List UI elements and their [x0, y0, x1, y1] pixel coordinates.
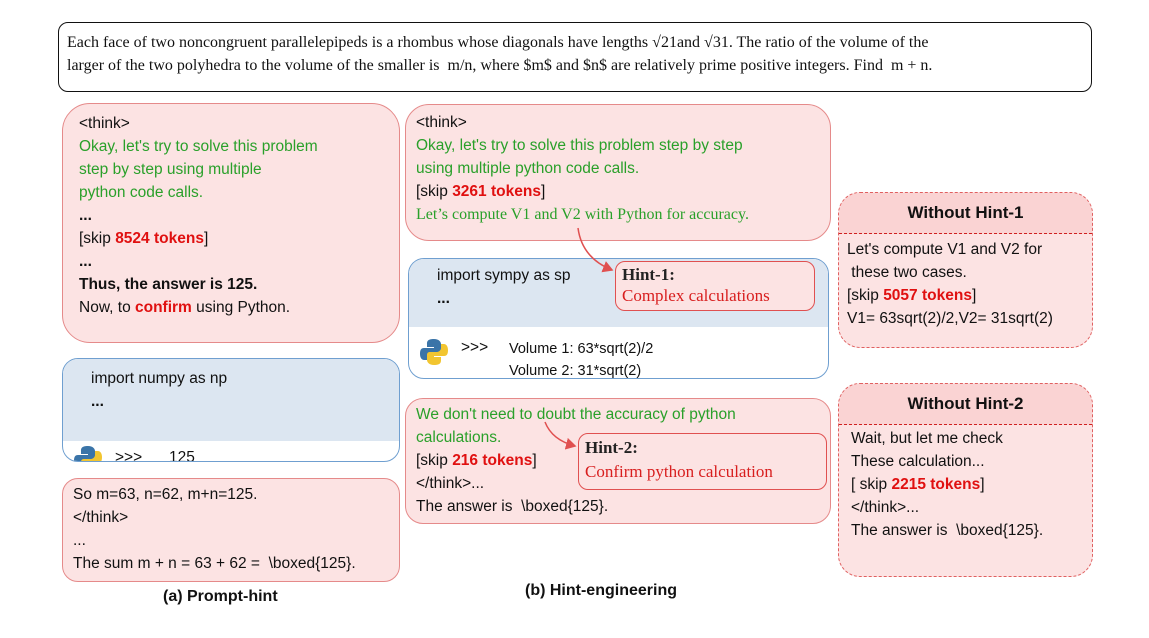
output: 125 — [169, 449, 195, 462]
result-line: So m=63, n=62, m+n=125. — [73, 486, 258, 503]
green-line: python code calls. — [79, 184, 204, 201]
problem-line: Each face of two noncongruent parallelep… — [67, 34, 929, 51]
skip-text: [ skip — [851, 476, 892, 493]
result-line: ... — [73, 532, 86, 549]
code-area: import numpy as np ... — [63, 359, 399, 441]
text-line: these two cases. — [847, 264, 967, 281]
without-hint-box: Without Hint-2 Wait, but let me check Th… — [838, 383, 1093, 577]
result-box: So m=63, n=62, m+n=125. </think> ... The… — [62, 478, 400, 582]
text-line: V1= 63sqrt(2)/2,V2= 31sqrt(2) — [847, 310, 1053, 327]
hint-text: Confirm python calculation — [585, 462, 773, 481]
ellipsis: ... — [79, 207, 92, 224]
skip-line: [skip 5057 tokens] — [847, 284, 1084, 307]
without-hint-box: Without Hint-1 Let's compute V1 and V2 f… — [838, 192, 1093, 348]
box-title: Without Hint-2 — [839, 384, 1092, 425]
layout — [420, 339, 441, 360]
box-title: Without Hint-1 — [839, 193, 1092, 234]
output-area: >>> 125 — [63, 441, 399, 462]
skip-line: [skip 8524 tokens] — [79, 227, 383, 250]
code-line: import numpy as np — [91, 370, 228, 387]
output-area: >>> Volume 1: 63*sqrt(2)/2 Volume 2: 31*… — [409, 327, 828, 379]
confirm-line: Now, to confirm using Python. — [79, 296, 383, 319]
skip-text: ] — [971, 287, 977, 304]
hint-box: Hint-2: Confirm python calculation — [578, 433, 827, 490]
think-tag: <think> — [416, 114, 467, 131]
text-line: Let's compute V1 and V2 for — [847, 241, 1043, 258]
prompt: >>> — [461, 339, 489, 356]
output: Volume 2: 31*sqrt(2) — [509, 363, 642, 379]
result-line: </think> — [73, 509, 129, 526]
text-line: The answer is \boxed{125}. — [851, 522, 1044, 539]
skip-tokens: 216 tokens — [452, 452, 533, 469]
layout — [427, 344, 448, 365]
code-box: import numpy as np ... >>> 125 — [62, 358, 400, 462]
think-tag: <think> — [79, 115, 130, 132]
layout — [81, 451, 102, 461]
green-line: Okay, let's try to solve this problem — [79, 138, 318, 155]
confirm-word: confirm — [135, 299, 192, 316]
hint-label: Hint-1: — [622, 265, 675, 284]
skip-text: [skip — [416, 452, 453, 469]
skip-line: [skip 216 tokens] — [416, 449, 820, 472]
skip-text: [skip — [416, 183, 453, 200]
skip-text: ] — [980, 476, 985, 493]
skip-text: [skip — [79, 230, 116, 247]
caption: (b) Hint-engineering — [525, 582, 677, 599]
code-line: import sympy as sp — [437, 267, 571, 284]
text: Now, to — [79, 299, 135, 316]
hint-text: Complex calculations — [622, 286, 770, 305]
text: using Python. — [191, 299, 291, 316]
green-line: step by step using multiple — [79, 161, 262, 178]
answer-line: The answer is \boxed{125}. — [416, 498, 609, 515]
skip-line: [skip 3261 tokens] — [416, 180, 820, 203]
python-icon — [74, 446, 102, 461]
hint-box: Hint-1: Complex calculations — [615, 261, 815, 311]
green-line: Let’s compute V1 and V2 with Python for … — [416, 206, 749, 223]
skip-text: [skip — [847, 287, 884, 304]
skip-tokens: 3261 tokens — [452, 183, 541, 200]
green-line: We don't need to doubt the accuracy of p… — [416, 406, 736, 423]
text-line: Wait, but let me check — [851, 430, 1003, 447]
layout: Wait, but let me check These calculation… — [839, 425, 1092, 544]
skip-tokens: 2215 tokens — [891, 476, 981, 493]
text-line: </think>... — [851, 499, 920, 516]
green-line: Okay, let's try to solve this problem st… — [416, 137, 743, 154]
green-line: using multiple python code calls. — [416, 160, 640, 177]
result-line: The sum m + n = 63 + 62 = \boxed{125}. — [73, 555, 356, 572]
ellipsis: ... — [91, 393, 104, 410]
think-close: </think>... — [416, 475, 485, 492]
skip-tokens: 5057 tokens — [883, 287, 972, 304]
skip-tokens: 8524 tokens — [115, 230, 204, 247]
skip-text: ] — [540, 183, 546, 200]
text-line: These calculation... — [851, 453, 985, 470]
caption: (a) Prompt-hint — [163, 588, 278, 605]
think-box: <think> Okay, let's try to solve this pr… — [405, 104, 831, 241]
layout: Let's compute V1 and V2 for these two ca… — [839, 234, 1092, 334]
ellipsis: ... — [79, 253, 92, 270]
output: Volume 1: 63*sqrt(2)/2 — [509, 341, 654, 357]
hint-label: Hint-2: — [585, 438, 638, 457]
problem-box: Each face of two noncongruent parallelep… — [58, 22, 1092, 92]
green-line: calculations. — [416, 429, 502, 446]
think-box: <think> Okay, let's try to solve this pr… — [62, 103, 400, 343]
python-icon — [420, 339, 448, 365]
ellipsis: ... — [437, 290, 450, 307]
skip-line: [ skip 2215 tokens] — [851, 473, 1080, 496]
skip-text: ] — [532, 452, 537, 469]
prompt: >>> — [115, 449, 143, 462]
answer-line: Thus, the answer is 125. — [79, 276, 258, 293]
skip-text: ] — [203, 230, 209, 247]
layout — [74, 446, 95, 461]
problem-line: larger of the two polyhedra to the volum… — [67, 57, 933, 74]
